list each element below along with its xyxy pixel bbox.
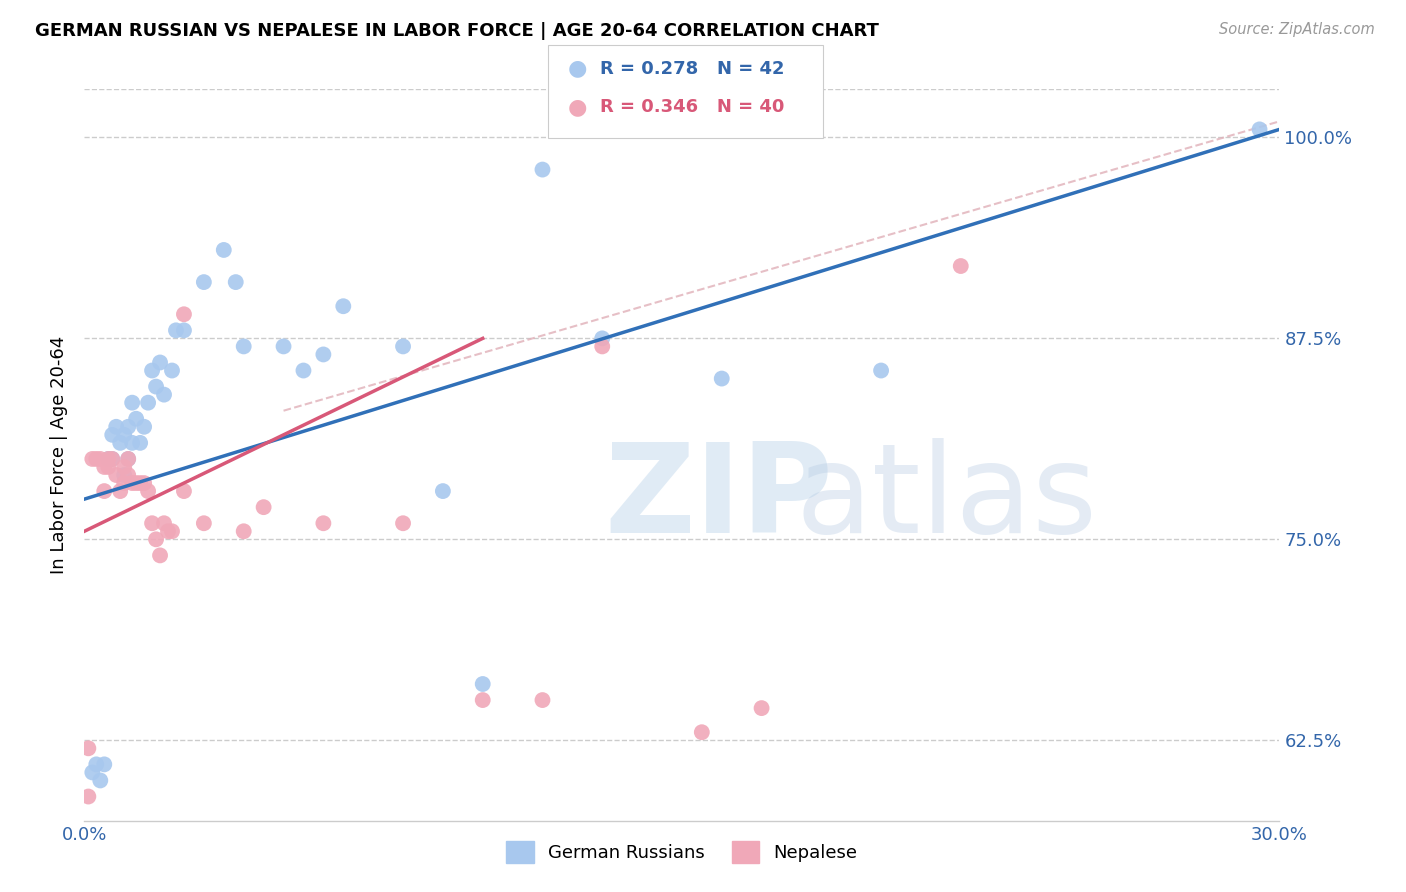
Text: atlas: atlas [796, 438, 1098, 559]
Point [160, 363, 183, 377]
Point [212, 243, 235, 257]
Point [165, 323, 187, 337]
Point [117, 452, 139, 467]
Point [145, 379, 167, 393]
Point [141, 363, 163, 377]
Point [1249, 122, 1271, 136]
Point [97, 452, 120, 467]
Point [145, 533, 167, 547]
Point [77, 741, 100, 756]
Text: R = 0.346   N = 40: R = 0.346 N = 40 [600, 98, 785, 116]
Point [591, 339, 613, 353]
Point [93, 757, 115, 772]
Point [870, 363, 893, 377]
Point [173, 307, 195, 321]
Point [432, 484, 454, 499]
Point [112, 476, 135, 491]
Point [173, 323, 195, 337]
Point [82, 452, 104, 467]
Point [105, 419, 128, 434]
Point [136, 484, 159, 499]
Point [225, 275, 247, 289]
Point [232, 524, 254, 539]
Point [591, 331, 613, 345]
Text: GERMAN RUSSIAN VS NEPALESE IN LABOR FORCE | AGE 20-64 CORRELATION CHART: GERMAN RUSSIAN VS NEPALESE IN LABOR FORC… [35, 22, 879, 40]
Point [312, 347, 335, 361]
Point [129, 476, 152, 491]
Point [132, 419, 156, 434]
Point [112, 427, 135, 442]
Point [110, 484, 132, 499]
Point [93, 460, 115, 475]
Point [690, 725, 713, 739]
Point [121, 435, 143, 450]
Point [97, 460, 120, 475]
Point [153, 516, 176, 531]
Point [149, 549, 172, 563]
Legend: German Russians, Nepalese: German Russians, Nepalese [499, 834, 865, 870]
Point [160, 524, 183, 539]
Text: ●: ● [568, 59, 588, 78]
Point [105, 468, 128, 483]
Point [157, 524, 180, 539]
Point [253, 500, 276, 515]
Point [173, 484, 195, 499]
Point [949, 259, 972, 273]
Point [125, 411, 148, 425]
Point [141, 516, 163, 531]
Point [117, 452, 139, 467]
Point [117, 468, 139, 483]
Text: R = 0.278   N = 42: R = 0.278 N = 42 [600, 60, 785, 78]
Text: Source: ZipAtlas.com: Source: ZipAtlas.com [1219, 22, 1375, 37]
Point [101, 427, 124, 442]
Point [149, 355, 172, 369]
Point [292, 363, 315, 377]
Point [129, 435, 152, 450]
Point [710, 371, 733, 385]
Point [77, 789, 100, 804]
Point [392, 516, 415, 531]
Text: ZIP: ZIP [605, 438, 832, 559]
Point [89, 773, 111, 788]
Point [273, 339, 295, 353]
Point [112, 468, 135, 483]
Point [531, 162, 554, 177]
Point [392, 339, 415, 353]
Point [82, 765, 104, 780]
Point [193, 516, 215, 531]
Point [332, 299, 354, 313]
Point [101, 452, 124, 467]
Point [101, 452, 124, 467]
Point [471, 677, 494, 691]
Point [97, 452, 120, 467]
Point [471, 693, 494, 707]
Point [93, 484, 115, 499]
Point [531, 693, 554, 707]
Y-axis label: In Labor Force | Age 20-64: In Labor Force | Age 20-64 [51, 335, 69, 574]
Point [193, 275, 215, 289]
Point [121, 476, 143, 491]
Text: ●: ● [568, 97, 588, 117]
Point [110, 435, 132, 450]
Point [112, 460, 135, 475]
Point [153, 387, 176, 401]
Point [136, 395, 159, 409]
Point [86, 757, 108, 772]
Point [232, 339, 254, 353]
Point [86, 452, 108, 467]
Point [751, 701, 773, 715]
Point [312, 516, 335, 531]
Point [132, 476, 156, 491]
Point [121, 395, 143, 409]
Point [125, 476, 148, 491]
Point [117, 419, 139, 434]
Point [89, 452, 111, 467]
